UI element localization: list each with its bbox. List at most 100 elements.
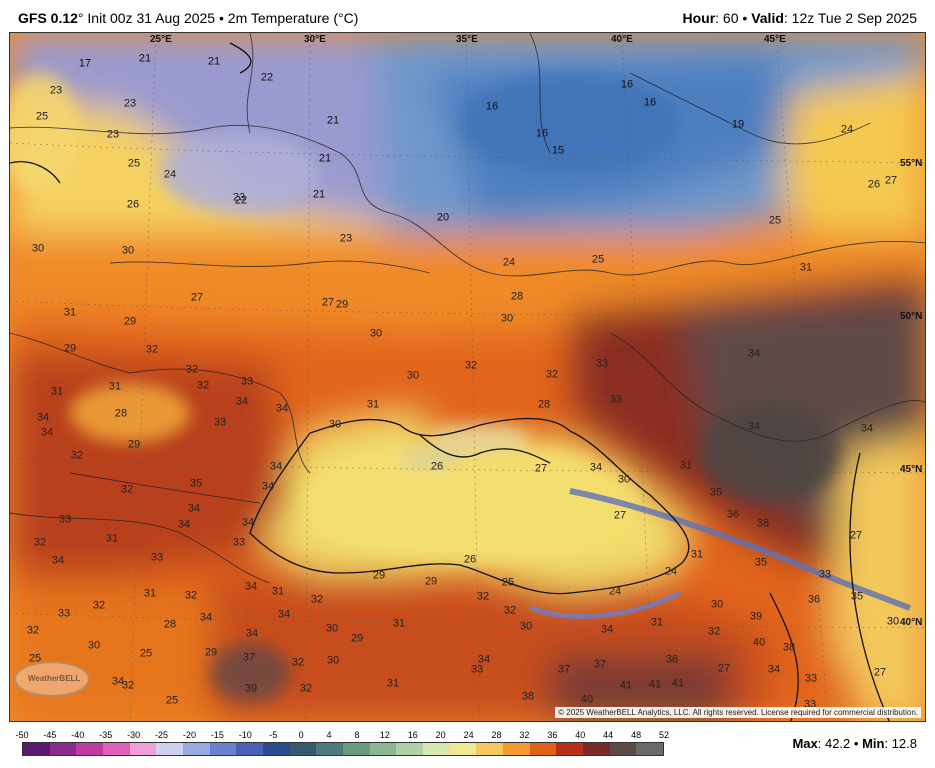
temperature-label: 30 <box>325 622 339 635</box>
legend-tick: -30 <box>127 730 141 740</box>
legend-tick: 8 <box>354 730 360 740</box>
lat-label-45n: 45°N <box>900 464 923 475</box>
init-time: Init 00z 31 Aug 2025 <box>87 10 216 26</box>
temperature-label: 16 <box>620 78 634 91</box>
legend-tick: 52 <box>658 730 670 740</box>
legend-swatch <box>343 743 370 755</box>
temperature-label: 27 <box>613 509 627 522</box>
title-left: GFS 0.12° Init 00z 31 Aug 2025 • 2m Temp… <box>18 10 358 26</box>
temperature-label: 30 <box>87 639 101 652</box>
temperature-label: 23 <box>232 191 246 204</box>
temperature-label: 41 <box>648 678 662 691</box>
legend-tick: 44 <box>603 730 614 740</box>
temperature-label: 38 <box>782 641 796 654</box>
temperature-label: 30 <box>617 473 631 486</box>
temperature-label: 31 <box>50 385 64 398</box>
temperature-label: 36 <box>665 653 679 666</box>
temperature-label: 23 <box>123 97 137 110</box>
temperature-label: 34 <box>244 580 258 593</box>
temperature-label: 32 <box>121 679 135 692</box>
temperature-label: 41 <box>671 677 685 690</box>
temperature-label: 39 <box>244 682 258 695</box>
temperature-label: 25 <box>501 576 515 589</box>
lon-label-40e: 40°E <box>611 34 633 45</box>
degree-mark: ° <box>77 10 84 26</box>
lon-label-35e: 35°E <box>456 34 478 45</box>
temperature-label: 29 <box>127 438 141 451</box>
temperature-label: 31 <box>650 616 664 629</box>
legend-tick: -40 <box>71 730 85 740</box>
color-legend: -50 -45 -40 -35 -30 -25 -20 -15 -10 -5 0 4 8 12 16 20 24… <box>15 730 670 766</box>
temperature-label: 25 <box>165 694 179 707</box>
temperature-label: 31 <box>386 677 400 690</box>
temperature-label: 37 <box>557 663 571 676</box>
temperature-label: 29 <box>123 315 137 328</box>
legend-swatch <box>583 743 610 755</box>
weatherbell-logo: WeatherBELL <box>14 661 90 697</box>
lat-label-50n: 50°N <box>900 311 923 322</box>
legend-swatch <box>609 743 637 755</box>
temperature-label: 28 <box>114 407 128 420</box>
legend-swatch <box>476 743 504 755</box>
temperature-label: 30 <box>519 620 533 633</box>
temperature-label: 24 <box>840 123 854 136</box>
legend-tick: 32 <box>519 730 530 740</box>
temperature-label: 30 <box>500 312 514 325</box>
temperature-label: 29 <box>335 298 349 311</box>
temperature-label: 33 <box>57 607 71 620</box>
legend-swatch <box>129 743 157 755</box>
temperature-label: 24 <box>502 256 516 269</box>
temperature-label: 34 <box>747 347 761 360</box>
temperature-label: 27 <box>849 529 863 542</box>
temperature-label: 34 <box>589 461 603 474</box>
legend-swatch <box>76 743 104 755</box>
legend-tick: 24 <box>463 730 474 740</box>
legend-tick: 4 <box>326 730 332 740</box>
lat-label-55n: 55°N <box>900 158 923 169</box>
temperature-label: 25 <box>768 214 782 227</box>
legend-tick: 20 <box>435 730 446 740</box>
temperature-label: 34 <box>199 611 213 624</box>
temperature-label: 36 <box>726 508 740 521</box>
temperature-label: 34 <box>40 426 54 439</box>
legend-swatch <box>183 743 210 755</box>
temperature-label: 19 <box>731 118 745 131</box>
legend-tick-labels: -50 -45 -40 -35 -30 -25 -20 -15 -10 -5 0 4 8 12 16 20 24… <box>15 730 670 742</box>
legend-swatch <box>636 743 664 755</box>
temperature-label: 32 <box>503 604 517 617</box>
lon-label-25e: 25°E <box>150 34 172 45</box>
temperature-label: 27 <box>534 462 548 475</box>
temperature-label: 34 <box>477 653 491 666</box>
temperature-label: 31 <box>143 587 157 600</box>
map-background <box>10 33 925 721</box>
temperature-label: 34 <box>600 623 614 636</box>
legend-swatch <box>529 743 557 755</box>
temperature-label: 31 <box>108 380 122 393</box>
temperature-label: 39 <box>749 610 763 623</box>
temperature-label: 37 <box>242 651 256 664</box>
temperature-label: 25 <box>591 253 605 266</box>
temperature-label: 34 <box>187 502 201 515</box>
temperature-label: 38 <box>521 690 535 703</box>
temperature-label: 37 <box>593 658 607 671</box>
temperature-label: 26 <box>430 460 444 473</box>
temperature-label: 32 <box>26 624 40 637</box>
temperature-label: 31 <box>63 306 77 319</box>
temperature-label: 27 <box>190 291 204 304</box>
temperature-label: 21 <box>326 114 340 127</box>
temperature-label: 32 <box>33 536 47 549</box>
temperature-label: 34 <box>51 554 65 567</box>
temperature-label: 32 <box>476 590 490 603</box>
temperature-label: 30 <box>406 369 420 382</box>
temperature-label: 33 <box>609 393 623 406</box>
legend-tick: -10 <box>238 730 252 740</box>
temperature-label: 28 <box>510 290 524 303</box>
temperature-label: 35 <box>850 590 864 603</box>
temperature-label: 17 <box>78 57 92 70</box>
temperature-label: 33 <box>232 536 246 549</box>
max-label: Max <box>792 736 818 751</box>
hour-value: : 60 <box>715 10 739 26</box>
field-name: 2m Temperature (°C) <box>227 10 359 26</box>
temperature-label: 32 <box>707 625 721 638</box>
temperature-label: 28 <box>163 618 177 631</box>
